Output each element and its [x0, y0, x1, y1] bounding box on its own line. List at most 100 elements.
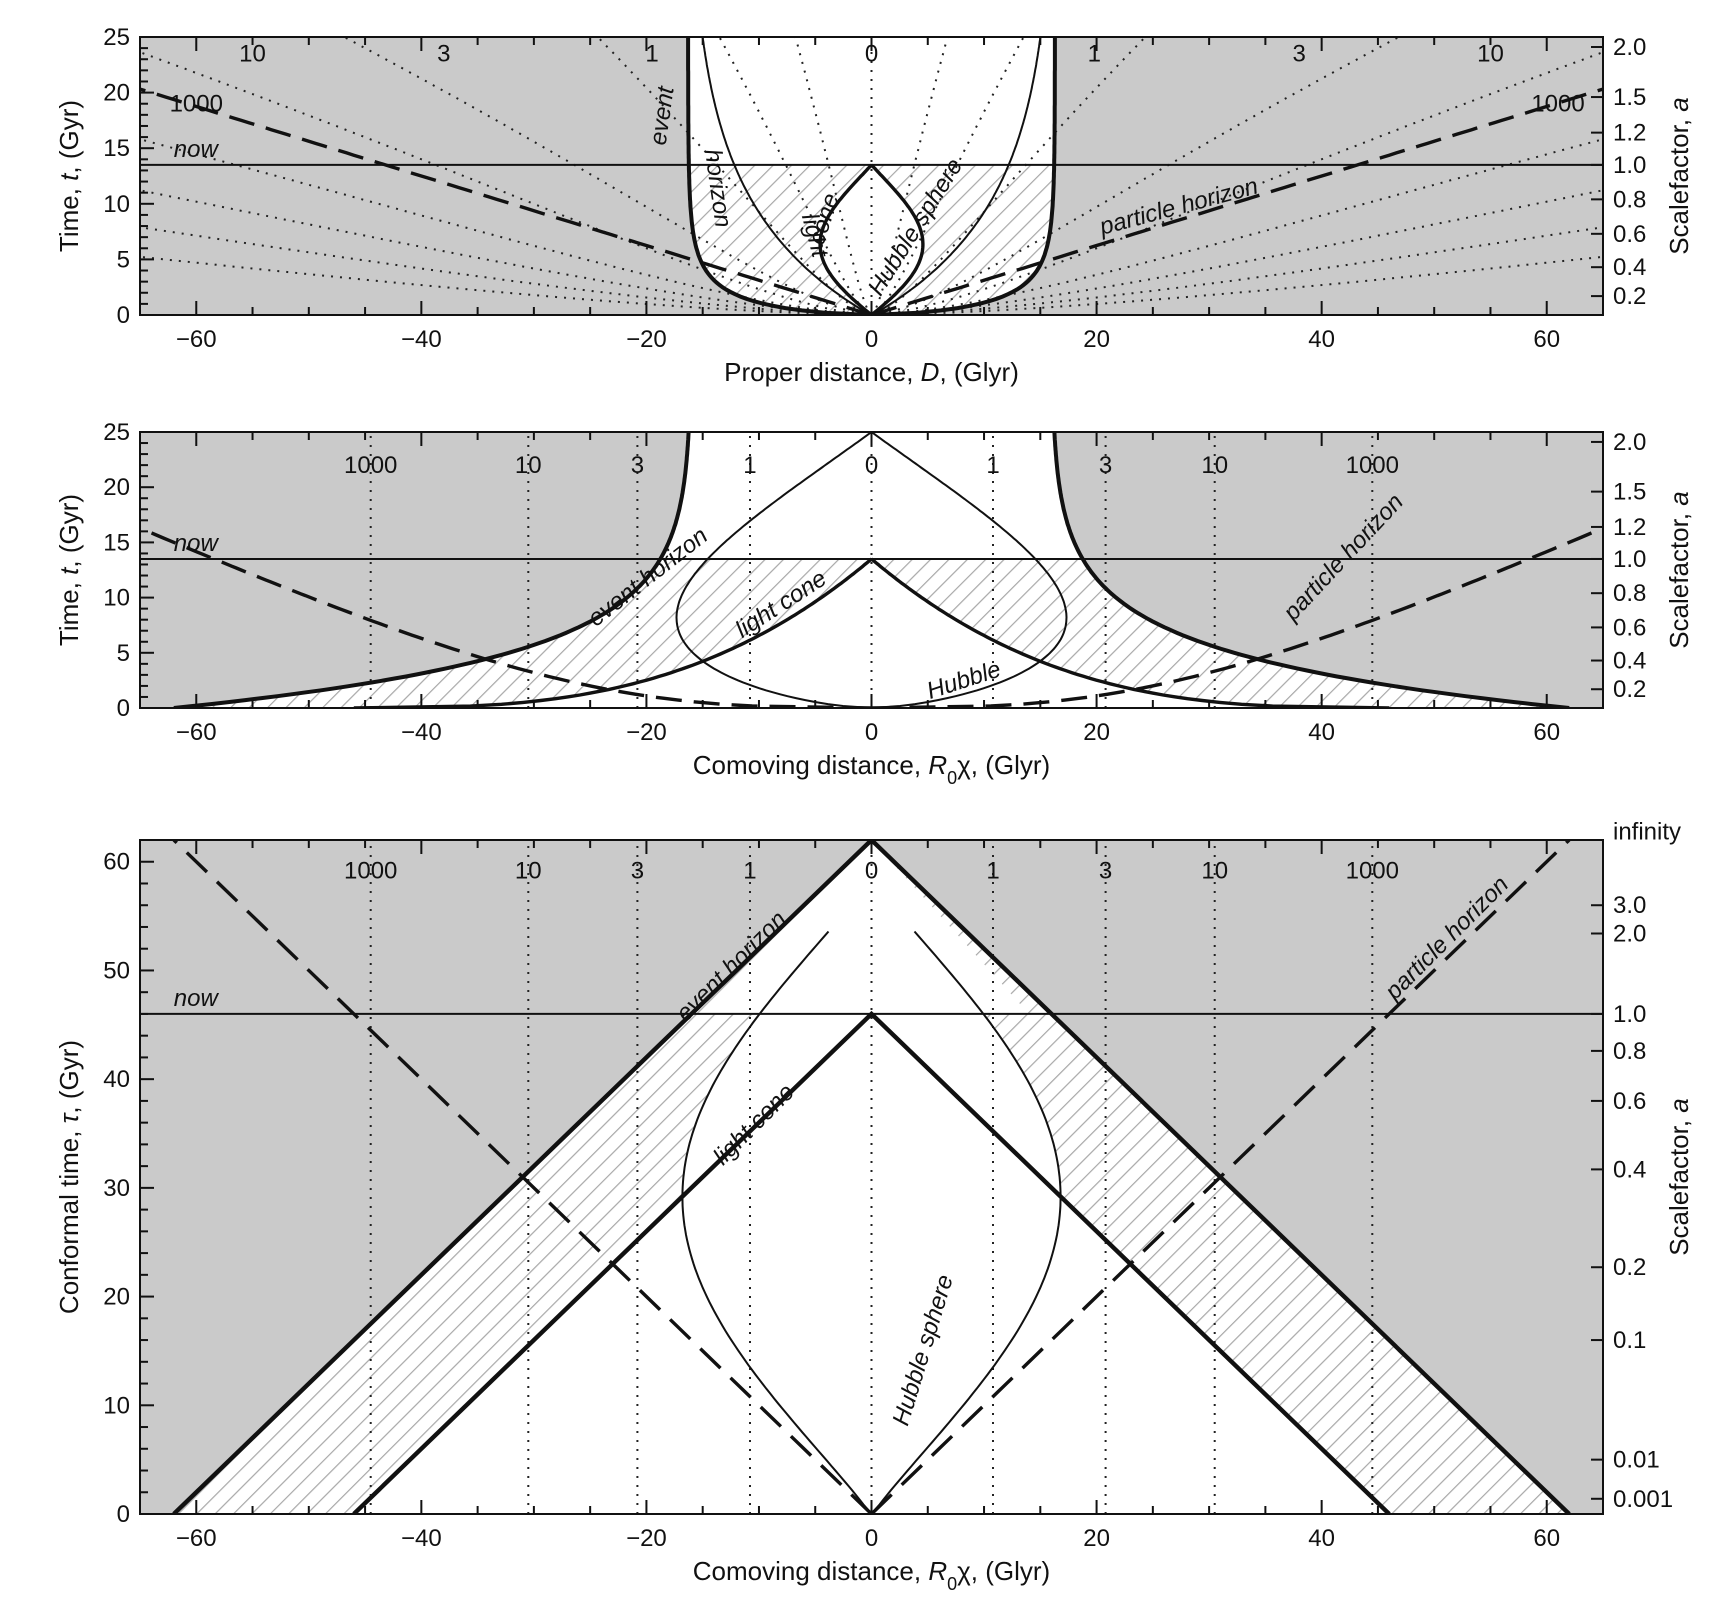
x-tick-label: −20	[626, 719, 667, 746]
redshift-label-5: 3	[1292, 41, 1305, 68]
x-tick-label: −40	[401, 326, 442, 353]
hatched-region-left	[173, 559, 872, 708]
x-tick-label: −20	[626, 1525, 667, 1552]
y2-tick-label: 0.8	[1613, 580, 1646, 607]
y2-tick-label: 0.8	[1613, 1038, 1646, 1065]
x-tick-label: 60	[1533, 326, 1560, 353]
galaxy-worldline-left-4	[140, 51, 872, 315]
y-tick-label: 5	[117, 246, 130, 273]
x-tick-label: −60	[176, 326, 217, 353]
galaxy-worldline-right-3	[871, 37, 1400, 315]
now-label: now	[174, 530, 220, 557]
y-tick-label: 50	[103, 957, 130, 984]
y2-tick-label: 2.0	[1613, 34, 1646, 61]
redshift-label-0: 1000	[344, 857, 397, 884]
y-tick-label: 20	[103, 1284, 130, 1311]
y2-tick-label: 0.8	[1613, 186, 1646, 213]
y2-tick-label: 0.6	[1613, 1088, 1646, 1115]
galaxy-worldline-right-7	[871, 226, 1603, 315]
y-tick-label: 0	[117, 695, 130, 722]
hatched-region-right	[871, 559, 1570, 708]
redshift-label-2: 3	[631, 857, 644, 884]
event-horizon-left	[686, 37, 872, 315]
light-cone-left	[353, 557, 873, 708]
y-tick-label: 5	[117, 640, 130, 667]
y2-tick-label: 0.001	[1613, 1486, 1673, 1513]
y-tick-label: 10	[103, 1392, 130, 1419]
redshift-label-8: 1000	[1346, 857, 1399, 884]
x-tick-label: 40	[1308, 326, 1335, 353]
redshift-label-8: 1000	[1346, 452, 1399, 479]
x-axis-label: Proper distance, D, (Glyr)	[724, 357, 1019, 387]
x-tick-label: 60	[1533, 1525, 1560, 1552]
event-horizon	[172, 840, 1571, 1514]
redshift-label-0: 10	[239, 41, 266, 68]
y-axis-label: Time, t, (Gyr)	[54, 494, 84, 646]
redshift-label-3: 1	[743, 857, 756, 884]
galaxy-worldline-left-3	[343, 37, 872, 315]
redshift-label-3: 1	[743, 452, 756, 479]
x-tick-label: −20	[626, 326, 667, 353]
y2-axis-label: Scalefactor, a	[1664, 1098, 1694, 1256]
y-tick-label: 20	[103, 474, 130, 501]
y2-tick-label: 1.0	[1613, 1001, 1646, 1028]
x-tick-label: −40	[401, 719, 442, 746]
y-tick-label: 60	[103, 849, 130, 876]
redshift-label-3: 0	[865, 41, 878, 68]
y2-tick-label: 1.0	[1613, 546, 1646, 573]
hubble-sphere-left	[681, 930, 873, 1514]
x-tick-label: 20	[1083, 1525, 1110, 1552]
y2-tick-label: 1.2	[1613, 120, 1646, 147]
y-tick-label: 0	[117, 302, 130, 329]
galaxy-worldline-left-0	[794, 37, 873, 315]
y2-tick-label: 2.0	[1613, 429, 1646, 456]
y2-tick-label: 2.0	[1613, 920, 1646, 947]
y-tick-label: 40	[103, 1066, 130, 1093]
y2-tick-label: 3.0	[1613, 892, 1646, 919]
hubble-sphere-right	[871, 37, 1042, 315]
y2-tick-label: 1.0	[1613, 152, 1646, 179]
y2-tick-label: 0.4	[1613, 648, 1646, 675]
y-tick-label: 0	[117, 1501, 130, 1528]
x-axis-label: Comoving distance, R0χ, (Glyr)	[693, 1556, 1050, 1594]
particle-horizon-right	[871, 87, 1603, 315]
y-tick-label: 15	[103, 135, 130, 162]
x-tick-label: 0	[865, 1525, 878, 1552]
light-cone-right	[870, 557, 1390, 708]
redshift-label-5: 1	[986, 857, 999, 884]
y2-tick-label: 0.6	[1613, 221, 1646, 248]
y-tick-label: 10	[103, 585, 130, 612]
y-axis-label: Time, t, (Gyr)	[54, 100, 84, 252]
redshift-label-5: 1	[986, 452, 999, 479]
x-tick-label: 20	[1083, 326, 1110, 353]
x-tick-label: 60	[1533, 719, 1560, 746]
redshift-label-0: 1000	[344, 452, 397, 479]
y-tick-label: 30	[103, 1175, 130, 1202]
x-tick-label: −40	[401, 1525, 442, 1552]
redshift-label-4: 0	[865, 857, 878, 884]
event-horizon-right	[1052, 432, 1570, 708]
y2-tick-label: 1.5	[1613, 84, 1646, 111]
y-axis-label: Conformal time, τ, (Gyr)	[54, 1040, 84, 1314]
event-horizon-right	[871, 37, 1057, 315]
y2-tick-label: 0.4	[1613, 254, 1646, 281]
y2-tick-label: 1.2	[1613, 514, 1646, 541]
y2-tick-label: 0.2	[1613, 1254, 1646, 1281]
y2-tick-label: 0.2	[1613, 283, 1646, 310]
redshift-label-1: 10	[515, 452, 542, 479]
redshift-label-6: 3	[1099, 857, 1112, 884]
y-tick-label: 10	[103, 191, 130, 218]
hubble-sphere-interior	[682, 931, 1061, 1514]
x-tick-label: −60	[176, 1525, 217, 1552]
y2-axis-label: Scalefactor, a	[1664, 97, 1694, 255]
redshift-label-6: 3	[1099, 452, 1112, 479]
future-region	[688, 37, 1055, 165]
particle-horizon-right	[870, 840, 1571, 1514]
y-tick-label: 25	[103, 419, 130, 446]
